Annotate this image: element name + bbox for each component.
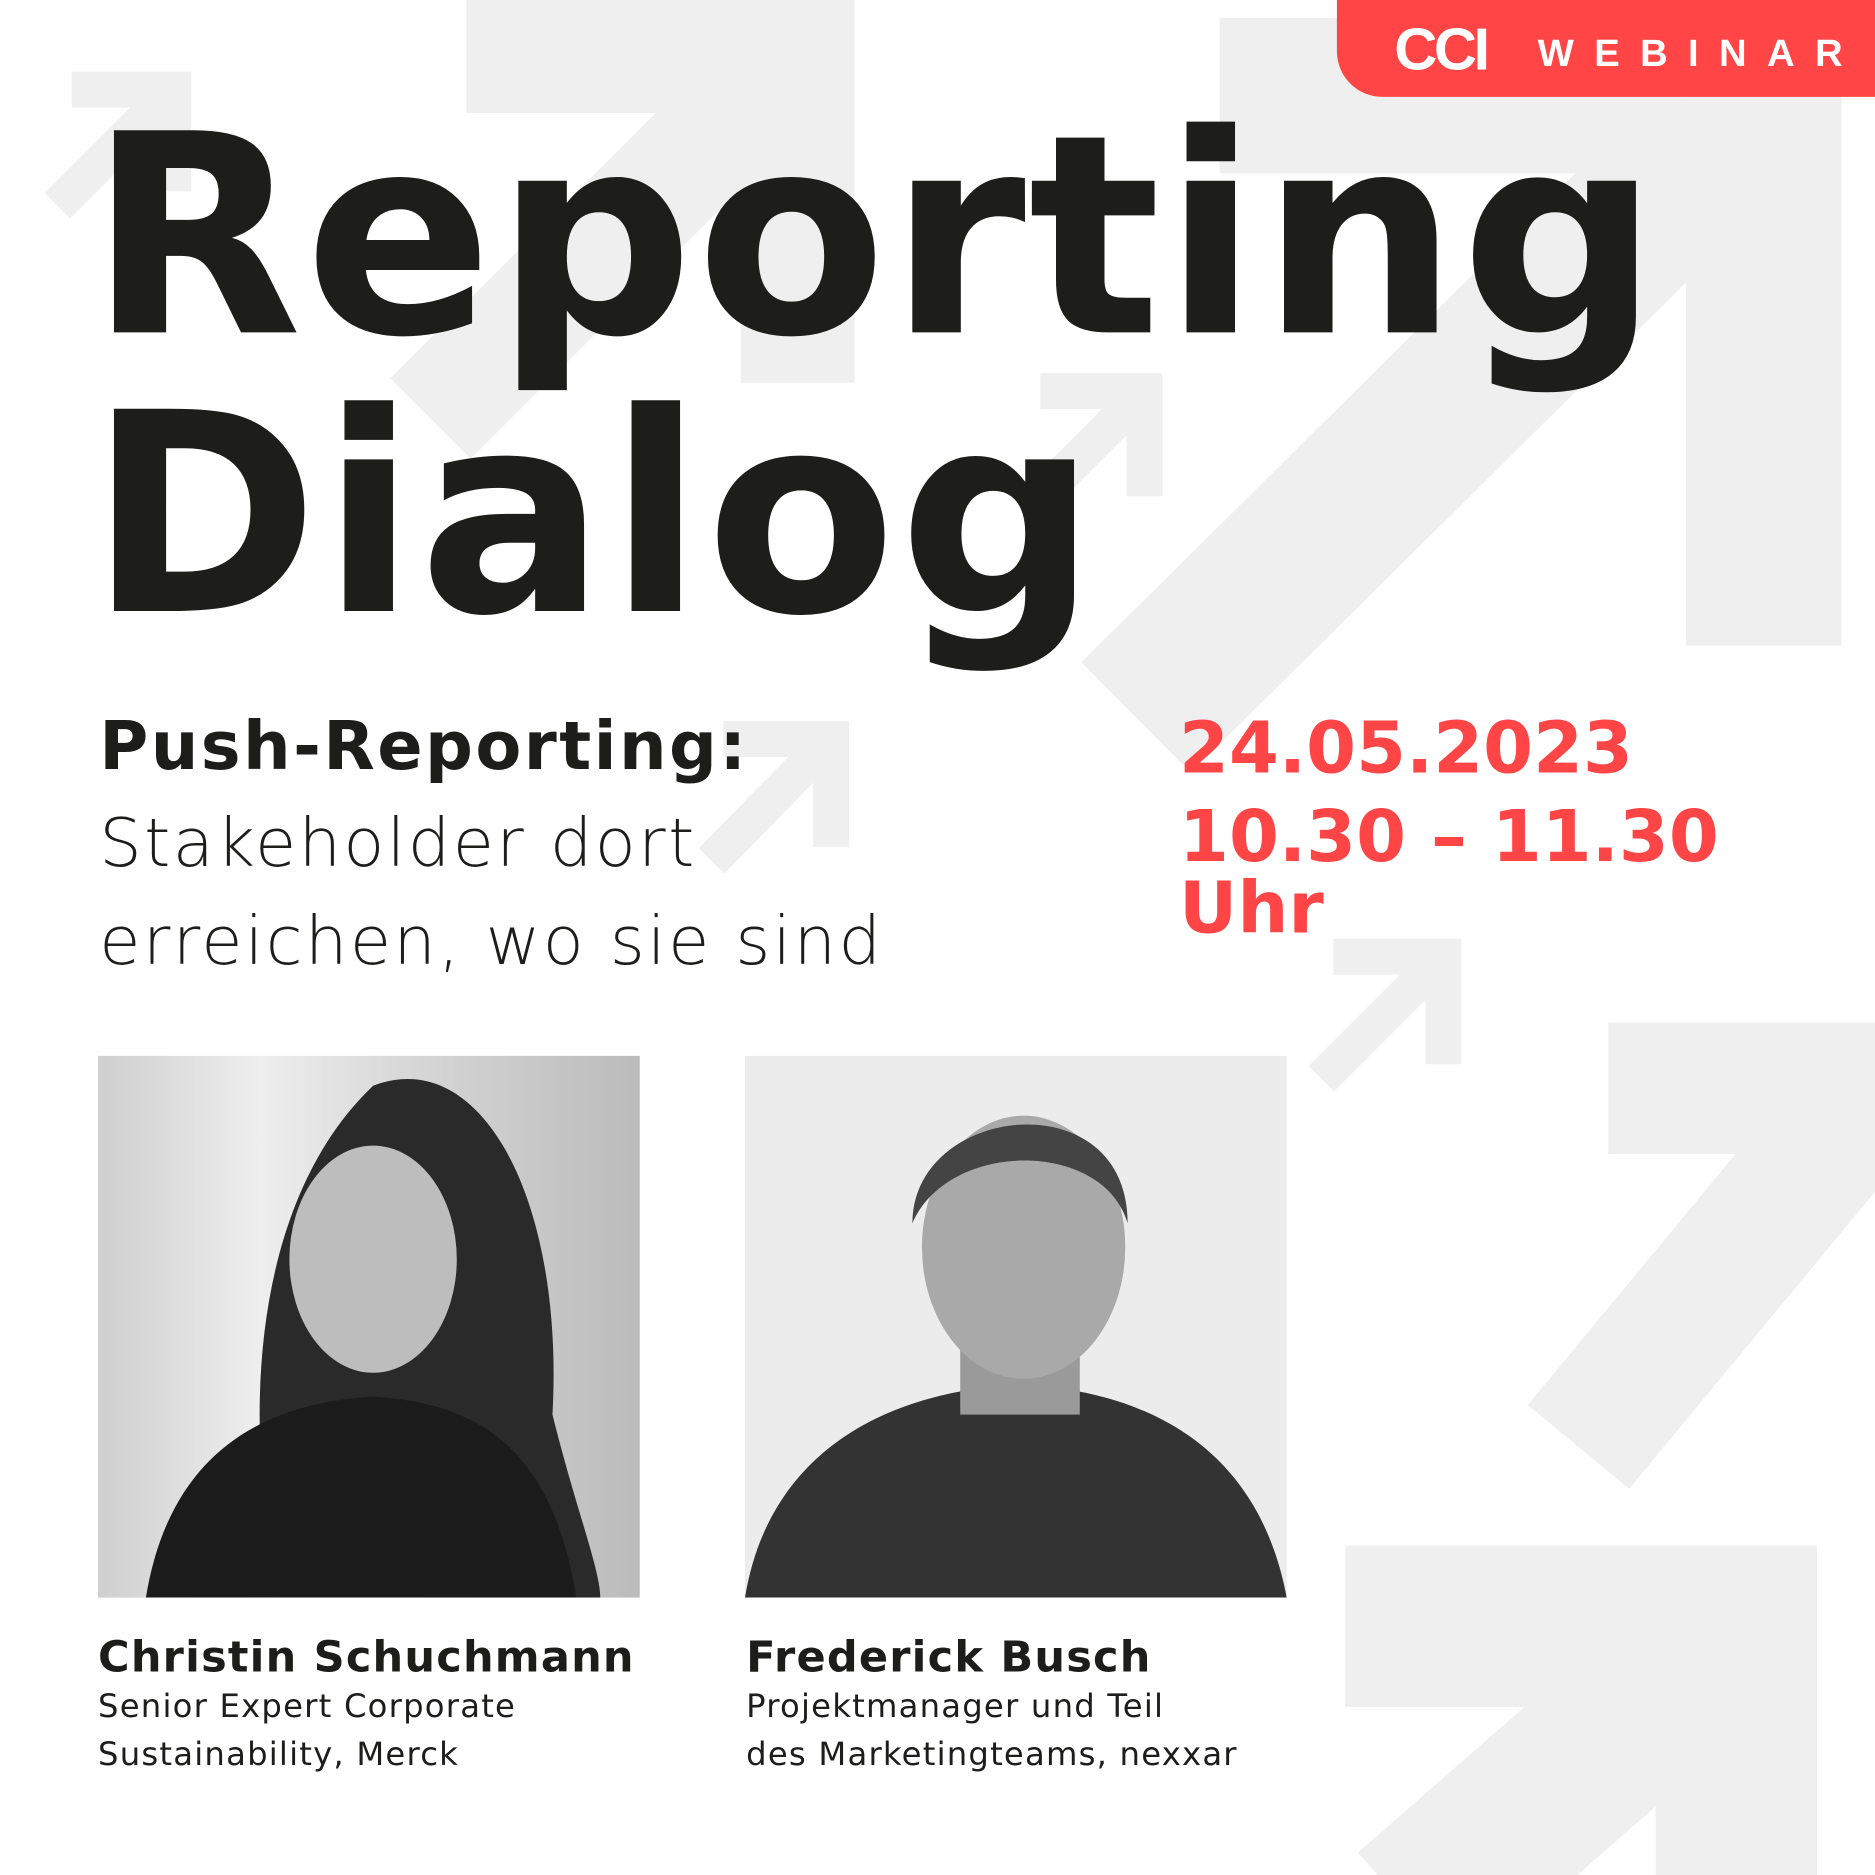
arrow-icon — [44, 71, 192, 219]
title-line1: Reporting — [88, 75, 1662, 399]
arrow-icon — [390, 0, 855, 459]
arrow-icon — [1345, 1545, 1818, 1875]
arrow-icon — [1527, 1022, 1875, 1489]
badge-label: WEBINAR — [1537, 31, 1863, 75]
arrow-icon — [1013, 373, 1163, 524]
event-date: 24.05.2023 — [1179, 706, 1633, 791]
speaker-photo — [744, 1055, 1287, 1598]
subtitle-bold: Push-Reporting: — [99, 707, 749, 786]
role-line: Projektmanager und Teil — [746, 1688, 1165, 1726]
role-line: Sustainability, Merck — [98, 1736, 460, 1774]
arrow-icon — [1308, 938, 1462, 1092]
speaker-photo — [98, 1055, 640, 1598]
speaker-name: Christin Schuchmann — [98, 1633, 635, 1683]
arrow-icon — [698, 721, 850, 874]
speaker-role: Projektmanager und Teil des Marketingteam… — [746, 1684, 1238, 1780]
subtitle-line2: Stakeholder dort — [99, 804, 697, 883]
role-line: Senior Expert Corporate — [98, 1688, 517, 1726]
title-line2: Dialog — [88, 353, 1100, 677]
event-time: 10.30 – 11.30 Uhr — [1179, 795, 1719, 951]
cci-logo: CCI — [1394, 15, 1490, 83]
speaker-role: Senior Expert Corporate Sustainability, M… — [98, 1684, 516, 1780]
role-line: des Marketingteams, nexxar — [746, 1736, 1238, 1774]
webinar-badge: CCI WEBINAR — [1336, 0, 1875, 97]
subtitle-line3: erreichen, wo sie sind — [99, 902, 884, 981]
speaker-name: Frederick Busch — [746, 1633, 1152, 1683]
